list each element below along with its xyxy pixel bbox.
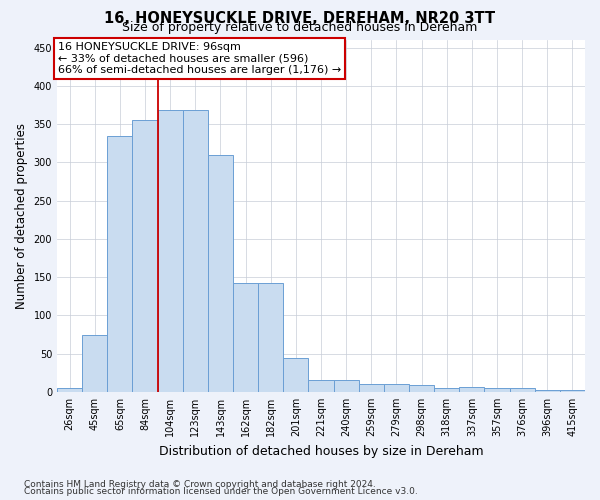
- Text: Contains HM Land Registry data © Crown copyright and database right 2024.: Contains HM Land Registry data © Crown c…: [24, 480, 376, 489]
- X-axis label: Distribution of detached houses by size in Dereham: Distribution of detached houses by size …: [159, 444, 484, 458]
- Bar: [484, 388, 509, 392]
- Bar: [107, 136, 133, 392]
- Text: Size of property relative to detached houses in Dereham: Size of property relative to detached ho…: [122, 22, 478, 35]
- Text: 16 HONEYSUCKLE DRIVE: 96sqm
← 33% of detached houses are smaller (596)
66% of se: 16 HONEYSUCKLE DRIVE: 96sqm ← 33% of det…: [58, 42, 341, 74]
- Bar: [283, 358, 308, 392]
- Bar: [359, 384, 384, 392]
- Bar: [82, 334, 107, 392]
- Bar: [409, 385, 434, 392]
- Bar: [459, 388, 484, 392]
- Text: Contains public sector information licensed under the Open Government Licence v3: Contains public sector information licen…: [24, 488, 418, 496]
- Bar: [334, 380, 359, 392]
- Bar: [384, 384, 409, 392]
- Bar: [57, 388, 82, 392]
- Bar: [535, 390, 560, 392]
- Bar: [434, 388, 459, 392]
- Bar: [233, 284, 258, 392]
- Text: 16, HONEYSUCKLE DRIVE, DEREHAM, NR20 3TT: 16, HONEYSUCKLE DRIVE, DEREHAM, NR20 3TT: [104, 11, 496, 26]
- Bar: [158, 110, 183, 392]
- Bar: [208, 155, 233, 392]
- Bar: [308, 380, 334, 392]
- Bar: [133, 120, 158, 392]
- Bar: [183, 110, 208, 392]
- Bar: [258, 284, 283, 392]
- Bar: [509, 388, 535, 392]
- Y-axis label: Number of detached properties: Number of detached properties: [15, 123, 28, 309]
- Bar: [560, 390, 585, 392]
